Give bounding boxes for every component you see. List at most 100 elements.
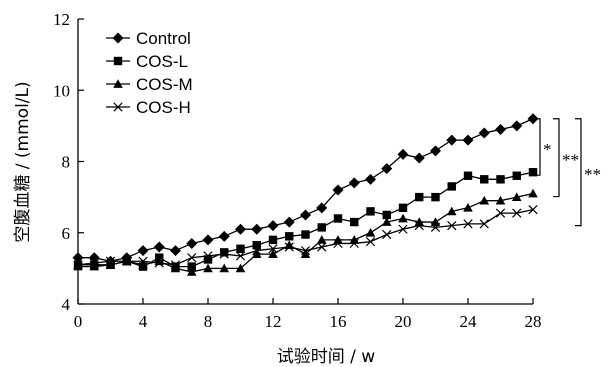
- legend: Control COS-L COS-M COS-H: [106, 29, 193, 117]
- bracket-line: [534, 118, 541, 176]
- data-point-cos-l: [252, 241, 261, 250]
- data-point-cos-m: [138, 260, 148, 269]
- data-point-control: [413, 152, 425, 164]
- data-point-cos-m: [300, 249, 311, 258]
- data-point-cos-l: [398, 203, 408, 213]
- data-point-control: [446, 134, 458, 146]
- series-cos-h: [73, 204, 538, 270]
- y-tick-label: 10: [53, 81, 70, 100]
- data-point-cos-l: [463, 171, 473, 180]
- data-point-cos-l: [431, 192, 440, 202]
- data-point-cos-l: [203, 255, 213, 264]
- y-tick-label: 6: [62, 224, 71, 243]
- data-point-cos-m: [203, 263, 213, 273]
- legend-label: COS-M: [136, 75, 193, 94]
- data-point-cos-m: [170, 263, 181, 273]
- x-tick-label: 24: [460, 312, 478, 331]
- legend-marker-cos-l: [113, 56, 123, 66]
- data-point-control: [251, 223, 263, 235]
- y-tick-label: 12: [53, 10, 70, 29]
- data-point-cos-l: [333, 214, 343, 223]
- data-point-cos-h: [512, 208, 522, 218]
- data-point-cos-l: [447, 182, 456, 191]
- data-point-control: [462, 134, 474, 146]
- data-point-control: [381, 163, 393, 175]
- significance-brackets: *****: [534, 118, 601, 227]
- data-point-cos-h: [219, 249, 229, 259]
- data-point-cos-h: [528, 204, 538, 215]
- data-point-control: [170, 245, 181, 257]
- data-point-control: [365, 173, 376, 185]
- data-point-control: [430, 145, 441, 157]
- data-point-cos-h: [122, 256, 132, 266]
- data-point-cos-h: [268, 244, 278, 254]
- data-point-cos-h: [430, 222, 441, 233]
- data-point-cos-h: [170, 260, 181, 270]
- data-point-cos-h: [187, 253, 197, 263]
- data-point-control: [332, 184, 344, 196]
- data-point-cos-m: [495, 195, 506, 205]
- data-point-cos-m: [73, 261, 83, 271]
- data-point-cos-l: [187, 262, 196, 271]
- series-control: [72, 113, 539, 267]
- data-point-cos-l: [220, 248, 229, 257]
- data-point-cos-l: [415, 192, 424, 202]
- data-point-cos-l: [512, 171, 521, 180]
- data-point-cos-h: [300, 245, 311, 256]
- data-point-cos-m: [365, 227, 376, 237]
- data-point-control: [202, 234, 214, 246]
- data-point-cos-m: [381, 217, 392, 226]
- data-point-cos-h: [89, 258, 99, 268]
- x-tick-label: 0: [74, 312, 83, 331]
- data-point-cos-h: [398, 224, 408, 234]
- data-point-control: [72, 252, 84, 264]
- legend-item-control: Control: [106, 29, 191, 48]
- data-point-cos-l: [382, 210, 391, 220]
- data-point-cos-m: [511, 192, 522, 201]
- x-tick-label: 28: [525, 312, 542, 331]
- legend-label: COS-L: [136, 52, 188, 71]
- data-point-control: [153, 241, 165, 253]
- data-point-cos-m: [219, 263, 230, 273]
- data-point-cos-h: [447, 221, 457, 231]
- data-point-cos-h: [382, 229, 392, 240]
- legend-item-cos-m: COS-M: [106, 75, 193, 94]
- x-tick-label: 16: [330, 312, 347, 331]
- data-point-cos-l: [268, 235, 278, 245]
- data-point-control: [218, 230, 230, 242]
- data-point-control: [478, 127, 490, 139]
- data-point-cos-h: [154, 258, 164, 268]
- data-point-cos-m: [235, 263, 246, 273]
- data-point-cos-h: [252, 245, 262, 256]
- x-tick-label: 12: [265, 312, 282, 331]
- data-point-cos-m: [528, 188, 538, 198]
- data-point-cos-h: [414, 221, 424, 231]
- data-point-cos-h: [235, 251, 246, 261]
- data-point-cos-h: [138, 256, 148, 266]
- data-point-cos-h: [203, 251, 213, 261]
- data-point-control: [397, 148, 409, 160]
- data-point-cos-h: [73, 260, 83, 270]
- significance-bracket: *: [534, 118, 552, 176]
- legend-marker-control: [112, 32, 124, 44]
- x-axis-title: 试验时间 / w: [277, 347, 376, 367]
- data-point-cos-m: [89, 261, 100, 271]
- y-tick-label: 8: [62, 153, 71, 172]
- series-group: [72, 113, 539, 276]
- data-point-control: [137, 245, 149, 257]
- x-tick-label: 20: [395, 312, 412, 331]
- data-point-control: [235, 223, 246, 235]
- data-point-cos-m: [463, 203, 473, 212]
- data-point-cos-l: [236, 244, 245, 253]
- legend-item-cos-h: COS-H: [106, 98, 191, 117]
- data-point-cos-h: [463, 219, 473, 229]
- data-point-cos-m: [251, 249, 262, 258]
- data-point-cos-m: [186, 267, 197, 276]
- data-point-cos-m: [446, 206, 457, 216]
- data-point-cos-h: [365, 237, 376, 247]
- data-point-cos-l: [285, 232, 294, 241]
- data-point-cos-l: [528, 167, 538, 177]
